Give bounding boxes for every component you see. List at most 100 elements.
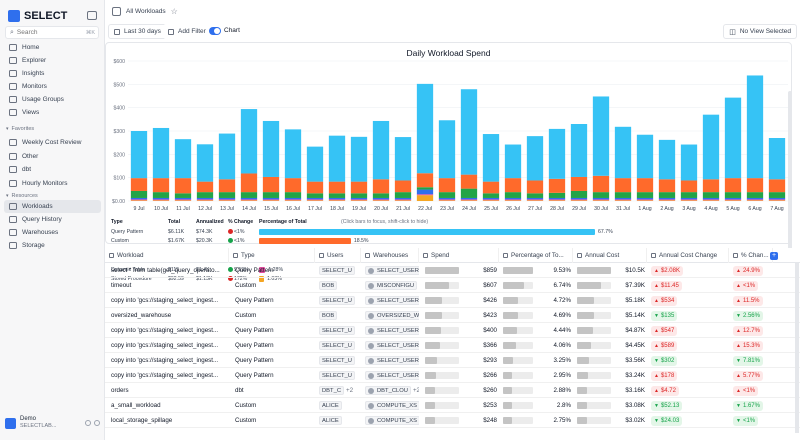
bar-segment-query-pattern[interactable] [702, 114, 720, 180]
bar-segment-stored-procedure[interactable] [658, 200, 676, 201]
bar-segment-query-pattern[interactable] [262, 120, 280, 177]
breakdown-bar[interactable] [259, 229, 595, 235]
bar-segment-stored-procedure[interactable] [702, 200, 720, 201]
help-icon[interactable] [94, 420, 100, 426]
bar-segment-task[interactable] [152, 197, 170, 200]
view-selector[interactable]: ◫ No View Selected [723, 24, 797, 39]
bar-segment-task[interactable] [526, 197, 544, 200]
user-menu[interactable]: Demo SELECTLAB... [5, 411, 100, 435]
bar-segment-stored-procedure[interactable] [174, 200, 192, 201]
bar-segment-task[interactable] [636, 197, 654, 200]
bar-segment-custom[interactable] [372, 179, 390, 194]
bar-segment-query-pattern[interactable] [130, 131, 148, 179]
bar-segment-task[interactable] [768, 197, 786, 200]
table-row[interactable]: oversized_warehouse Custom BOB OVERSIZED_W $… [105, 308, 800, 323]
bar-segment-dynamic-table[interactable] [548, 199, 566, 201]
sidebar-item-storage[interactable]: Storage [0, 239, 105, 252]
column-header[interactable]: % Chan... [729, 248, 773, 263]
sidebar-item-weekly-cost-review[interactable]: Weekly Cost Review [0, 136, 105, 150]
bar-segment-dynamic-table[interactable] [174, 199, 192, 201]
bar-segment-dynamic-table[interactable] [284, 199, 302, 201]
bar-segment-custom[interactable] [438, 178, 456, 193]
user-chip[interactable]: ALICE [319, 416, 342, 425]
user-chip[interactable]: BOB [319, 281, 338, 290]
bar-segment-dbt[interactable] [240, 192, 258, 198]
bar-segment-query-pattern[interactable] [482, 134, 500, 182]
bar-segment-dynamic-table[interactable] [724, 199, 742, 201]
bar-segment-stored-procedure[interactable] [394, 200, 412, 201]
warehouse-chip[interactable]: SELECT_USER [365, 266, 419, 275]
bar-segment-custom[interactable] [724, 178, 742, 193]
bar-segment-dbt[interactable] [504, 192, 522, 198]
bar-segment-stored-procedure[interactable] [350, 200, 368, 201]
bar-segment-dbt[interactable] [306, 193, 324, 198]
search-box[interactable]: ⌕ ⌘K [5, 26, 99, 39]
bar-segment-task[interactable] [174, 197, 192, 200]
bar-segment-stored-procedure[interactable] [526, 200, 544, 201]
star-icon[interactable]: ☆ [170, 6, 178, 16]
bar-segment-dbt[interactable] [680, 192, 698, 198]
bar-segment-dbt[interactable] [592, 192, 610, 198]
bar-segment-dbt[interactable] [328, 193, 346, 198]
sidebar-item-explorer[interactable]: Explorer [0, 54, 105, 67]
bar-segment-custom[interactable] [306, 181, 324, 194]
bar-segment-query-pattern[interactable] [416, 83, 434, 174]
bar-segment-task[interactable] [306, 197, 324, 200]
column-header[interactable]: Percentage of To... [499, 248, 573, 263]
bar-segment-custom[interactable] [218, 179, 236, 193]
sidebar-item-warehouses[interactable]: Warehouses [0, 226, 105, 239]
bar-segment-dbt[interactable] [724, 192, 742, 198]
bar-segment-stored-procedure[interactable] [240, 200, 258, 201]
column-header[interactable]: Annual Cost [573, 248, 647, 263]
user-chip[interactable]: SELECT_U [319, 356, 355, 365]
bar-segment-stored-procedure[interactable] [196, 200, 214, 201]
bar-segment-custom[interactable] [592, 175, 610, 193]
bar-segment-dbt[interactable] [438, 192, 456, 198]
bar-segment-stored-procedure[interactable] [460, 200, 478, 201]
warehouse-chip[interactable]: SELECT_USER [365, 356, 419, 365]
bar-segment-dynamic-table[interactable] [416, 194, 434, 196]
bar-segment-stored-procedure[interactable] [746, 200, 764, 201]
bar-segment-task[interactable] [680, 197, 698, 200]
table-scrollbar[interactable] [795, 263, 799, 433]
settings-icon[interactable] [85, 420, 91, 426]
bar-segment-custom[interactable] [196, 181, 214, 193]
bar-segment-task[interactable] [284, 197, 302, 200]
bar-segment-custom[interactable] [548, 178, 566, 193]
bar-segment-dynamic-table[interactable] [526, 199, 544, 201]
bar-segment-dbt[interactable] [372, 193, 390, 198]
bar-segment-task[interactable] [438, 197, 456, 200]
bar-segment-stored-procedure[interactable] [482, 200, 500, 201]
bar-segment-dbt[interactable] [482, 193, 500, 198]
bar-segment-task[interactable] [746, 197, 764, 200]
bar-segment-query-pattern[interactable] [614, 126, 632, 179]
bar-segment-dbt[interactable] [130, 190, 148, 198]
workload-cell[interactable]: copy into 'gcs://staging_select_ingest..… [111, 357, 219, 364]
bar-segment-dbt[interactable] [746, 192, 764, 198]
bar-segment-custom[interactable] [504, 178, 522, 193]
table-row[interactable]: copy into 'gcs://staging_select_ingest..… [105, 323, 800, 338]
bar-segment-custom[interactable] [658, 179, 676, 193]
bar-segment-query-pattern[interactable] [196, 144, 214, 182]
bar-segment-query-pattern[interactable] [636, 134, 654, 179]
workload-cell[interactable]: select * from table(get_query_operato... [111, 267, 220, 274]
warehouse-chip[interactable]: COMPUTE_XS [365, 416, 419, 425]
bar-segment-stored-procedure[interactable] [262, 200, 280, 201]
bar-segment-query-pattern[interactable] [724, 97, 742, 179]
bar-segment-dynamic-table[interactable] [152, 199, 170, 201]
bar-segment-query-pattern[interactable] [152, 127, 170, 179]
sidebar-item-query-history[interactable]: Query History [0, 213, 105, 226]
workload-cell[interactable]: local_storage_spillage [111, 417, 173, 424]
user-chip[interactable]: SELECT_U [319, 296, 355, 305]
bar-segment-custom[interactable] [702, 179, 720, 193]
workload-cell[interactable]: copy into 'gcs://staging_select_ingest..… [111, 342, 219, 349]
bar-segment-task[interactable] [416, 189, 434, 195]
sidebar-item-usage-groups[interactable]: Usage Groups [0, 93, 105, 106]
column-header[interactable]: Type [229, 248, 315, 263]
app-logo[interactable]: SELECT [8, 10, 67, 22]
column-header[interactable]: Workload [105, 248, 229, 263]
bar-segment-query-pattern[interactable] [504, 144, 522, 179]
bar-segment-dynamic-table[interactable] [614, 199, 632, 201]
bar-segment-dbt[interactable] [614, 192, 632, 198]
bar-segment-dbt[interactable] [658, 192, 676, 198]
